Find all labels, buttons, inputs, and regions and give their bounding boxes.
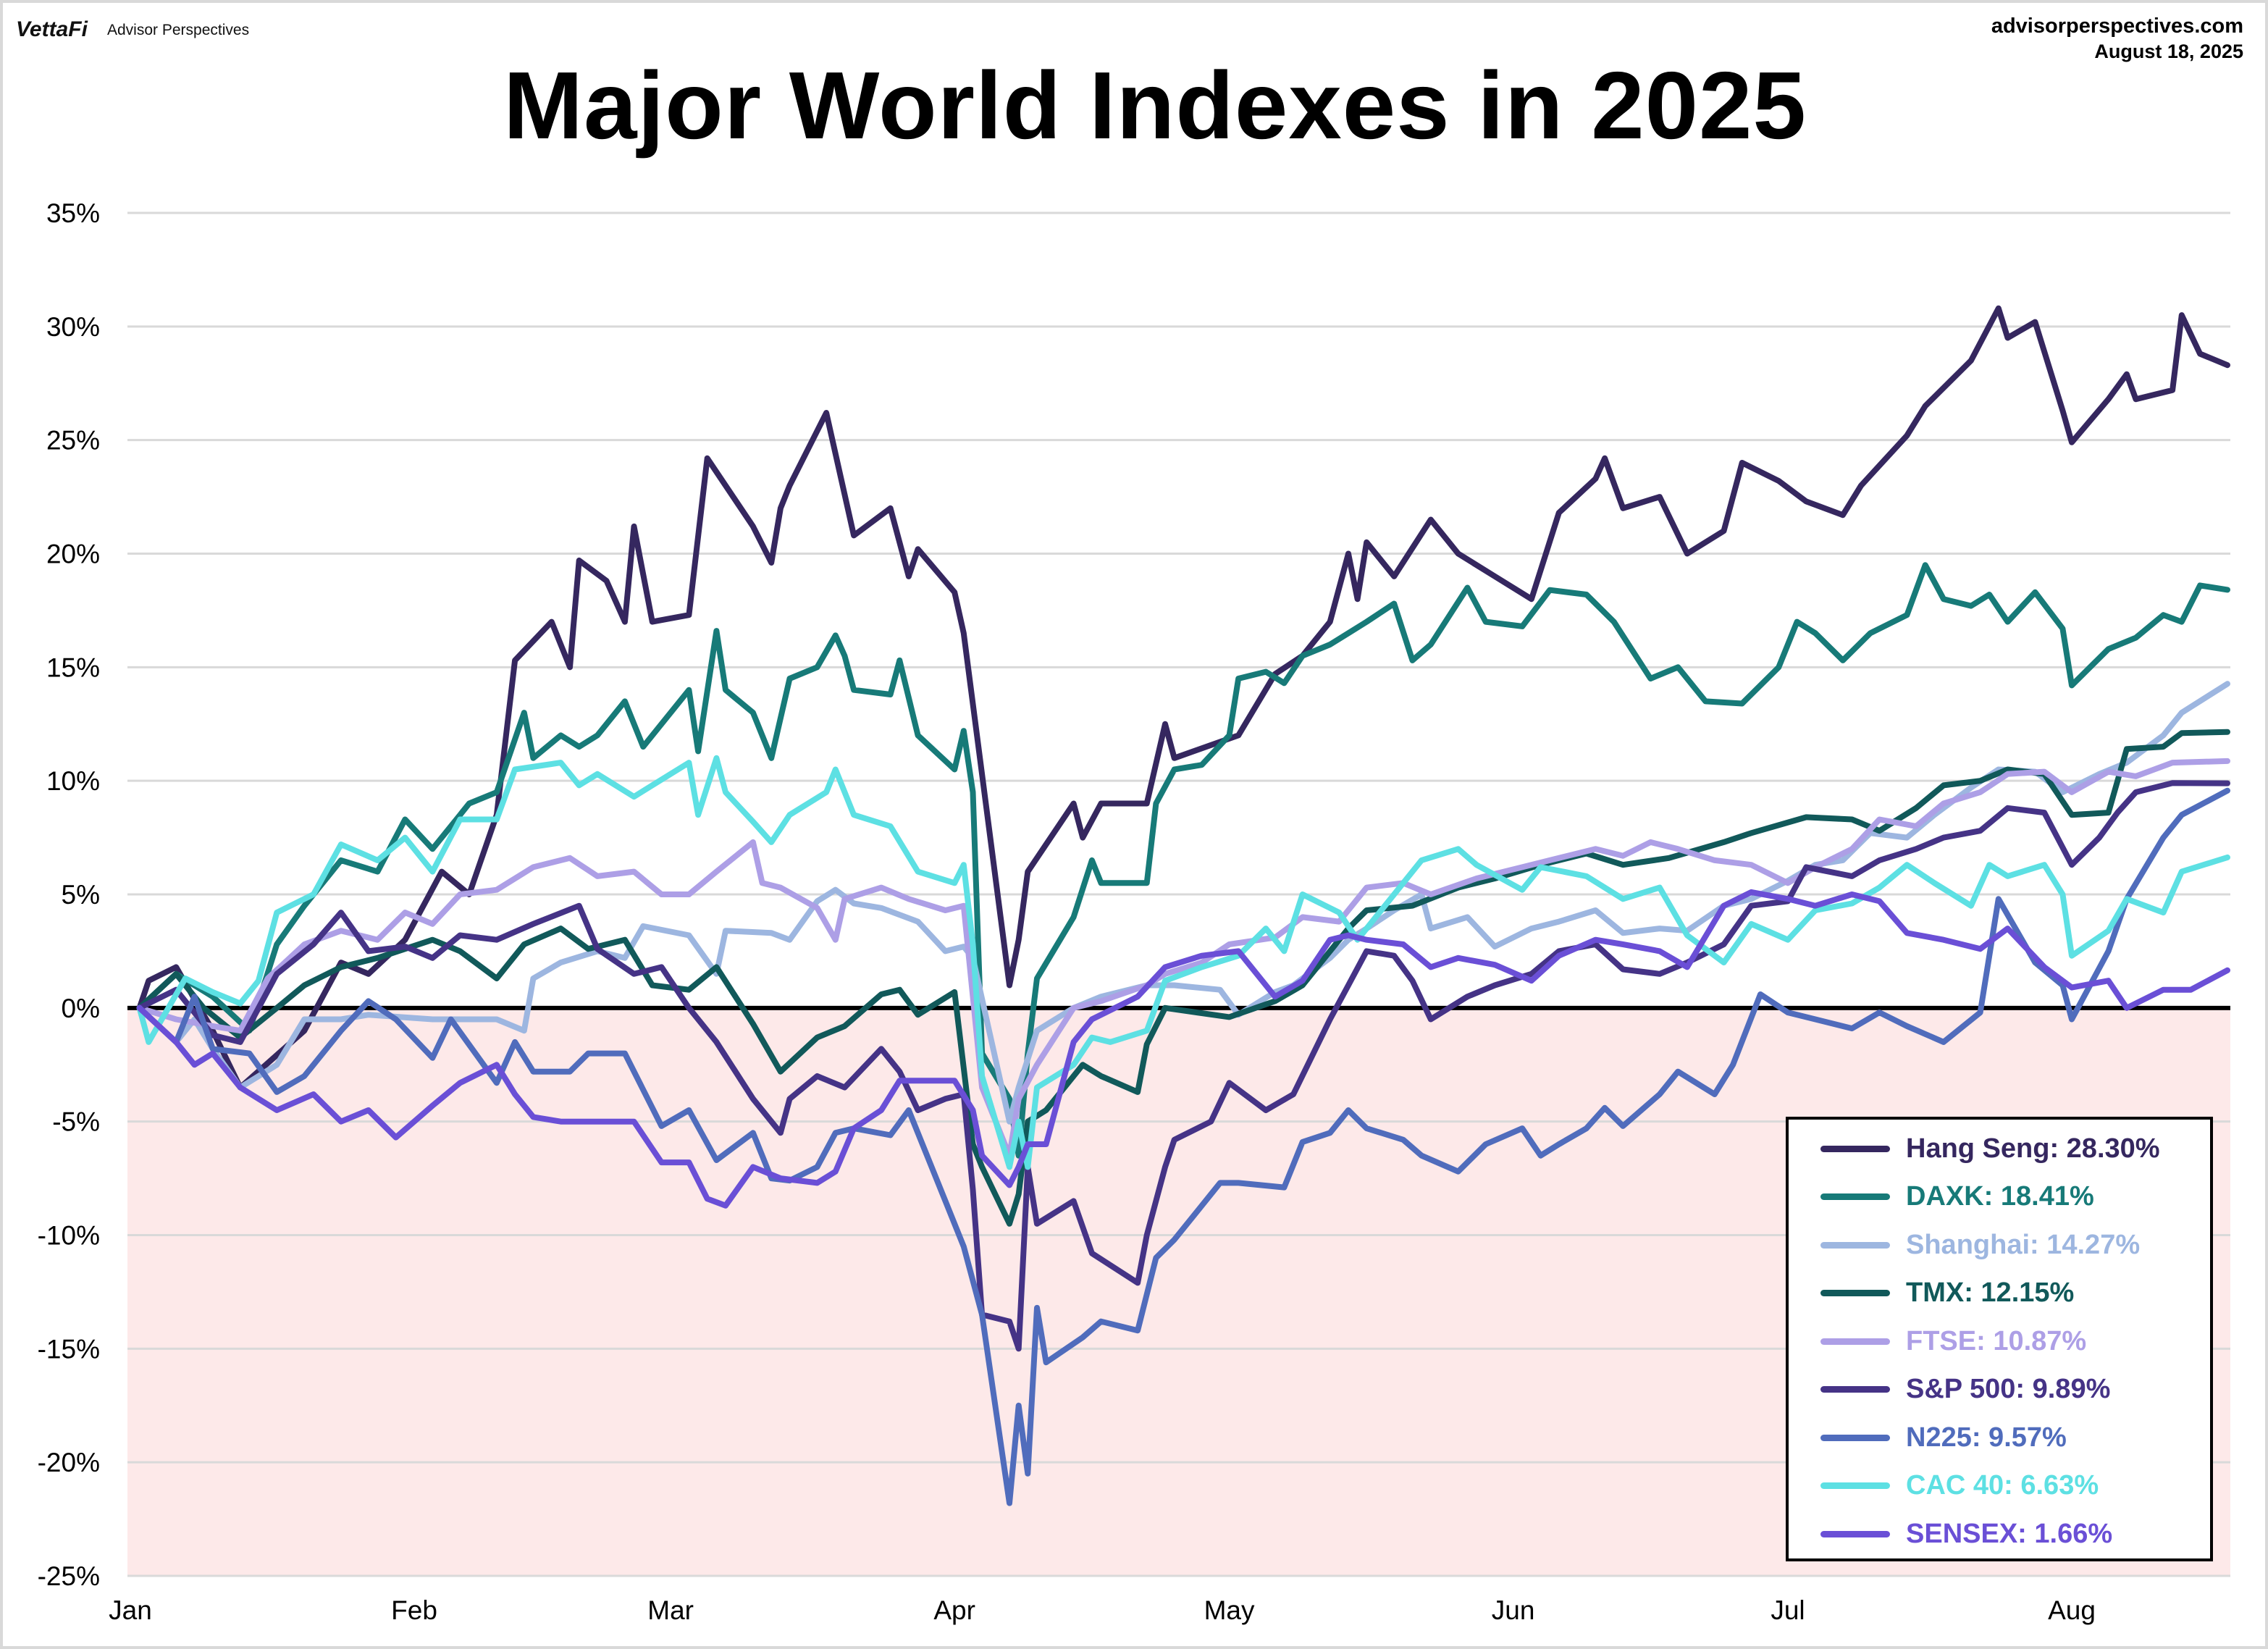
series-line-cac-40 (136, 755, 2230, 1170)
legend-swatch (1820, 1530, 1890, 1537)
legend-item: N225: 9.57% (1820, 1416, 2067, 1459)
legend-label: SENSEX: 1.66% (1906, 1518, 2113, 1549)
y-tick-label: 10% (46, 766, 100, 796)
vettafi-logo: VettaFi (16, 17, 88, 41)
y-tick-label: 15% (46, 653, 100, 682)
y-tick-label: 5% (62, 880, 100, 910)
y-tick-label: -5% (52, 1107, 100, 1137)
legend-swatch (1820, 1434, 1890, 1441)
y-tick-label: 20% (46, 540, 100, 569)
legend-label: TMX: 12.15% (1906, 1277, 2075, 1308)
y-tick-label: 25% (46, 426, 100, 456)
series-line-hang-seng (136, 305, 2230, 1091)
y-tick-label: -25% (38, 1561, 100, 1591)
y-tick-label: -10% (38, 1221, 100, 1251)
legend-item: TMX: 12.15% (1820, 1272, 2074, 1315)
legend-label: CAC 40: 6.63% (1906, 1470, 2099, 1501)
legend-swatch (1820, 1241, 1890, 1249)
source-site: advisorperspectives.com (1991, 14, 2243, 38)
legend-swatch (1820, 1338, 1890, 1345)
y-tick-label: 0% (62, 994, 100, 1023)
legend-item: S&P 500: 9.89% (1820, 1368, 2110, 1411)
legend-item: CAC 40: 6.63% (1820, 1464, 2099, 1508)
series-line-n225 (136, 787, 2230, 1506)
chart-title: Major World Indexes in 2025 (503, 52, 1807, 159)
y-tick-label: -20% (38, 1448, 100, 1477)
legend-label: Shanghai: 14.27% (1906, 1229, 2141, 1260)
x-tick-label: Jan (109, 1595, 152, 1625)
legend: Hang Seng: 28.30% DAXK: 18.41% Shanghai: 1… (1786, 1117, 2213, 1561)
brand-subtitle: Advisor Perspectives (107, 22, 250, 38)
series-line-s-p-500 (136, 780, 2230, 1352)
legend-item: DAXK: 18.41% (1820, 1175, 2094, 1219)
y-tick-label: -15% (38, 1334, 100, 1364)
legend-label: Hang Seng: 28.30% (1906, 1133, 2160, 1164)
legend-item: Hang Seng: 28.30% (1820, 1127, 2160, 1170)
legend-swatch (1820, 1482, 1890, 1489)
legend-label: S&P 500: 9.89% (1906, 1374, 2111, 1404)
series-line-daxk (136, 562, 2230, 1159)
chart-date: August 18, 2025 (2094, 41, 2243, 62)
legend-label: N225: 9.57% (1906, 1422, 2067, 1453)
legend-item: SENSEX: 1.66% (1820, 1512, 2112, 1556)
y-tick-label: 30% (46, 312, 100, 342)
legend-swatch (1820, 1290, 1890, 1296)
x-tick-label: Jul (1771, 1595, 1805, 1625)
legend-label: FTSE: 10.87% (1906, 1325, 2087, 1356)
series-line-sensex (136, 889, 2230, 1209)
x-tick-label: Feb (391, 1595, 437, 1625)
x-tick-label: Jun (1492, 1595, 1535, 1625)
x-tick-label: Apr (933, 1595, 975, 1625)
legend-item: Shanghai: 14.27% (1820, 1223, 2140, 1267)
legend-swatch (1820, 1193, 1890, 1200)
x-tick-label: Aug (2048, 1595, 2096, 1625)
legend-swatch (1820, 1386, 1890, 1393)
y-tick-label: 35% (46, 198, 100, 228)
x-tick-label: May (1204, 1595, 1255, 1625)
series-line-ftse (136, 758, 2230, 1159)
legend-label: DAXK: 18.41% (1906, 1181, 2094, 1212)
legend-item: FTSE: 10.87% (1820, 1319, 2086, 1363)
x-tick-label: Mar (647, 1595, 694, 1625)
legend-swatch (1820, 1145, 1890, 1152)
